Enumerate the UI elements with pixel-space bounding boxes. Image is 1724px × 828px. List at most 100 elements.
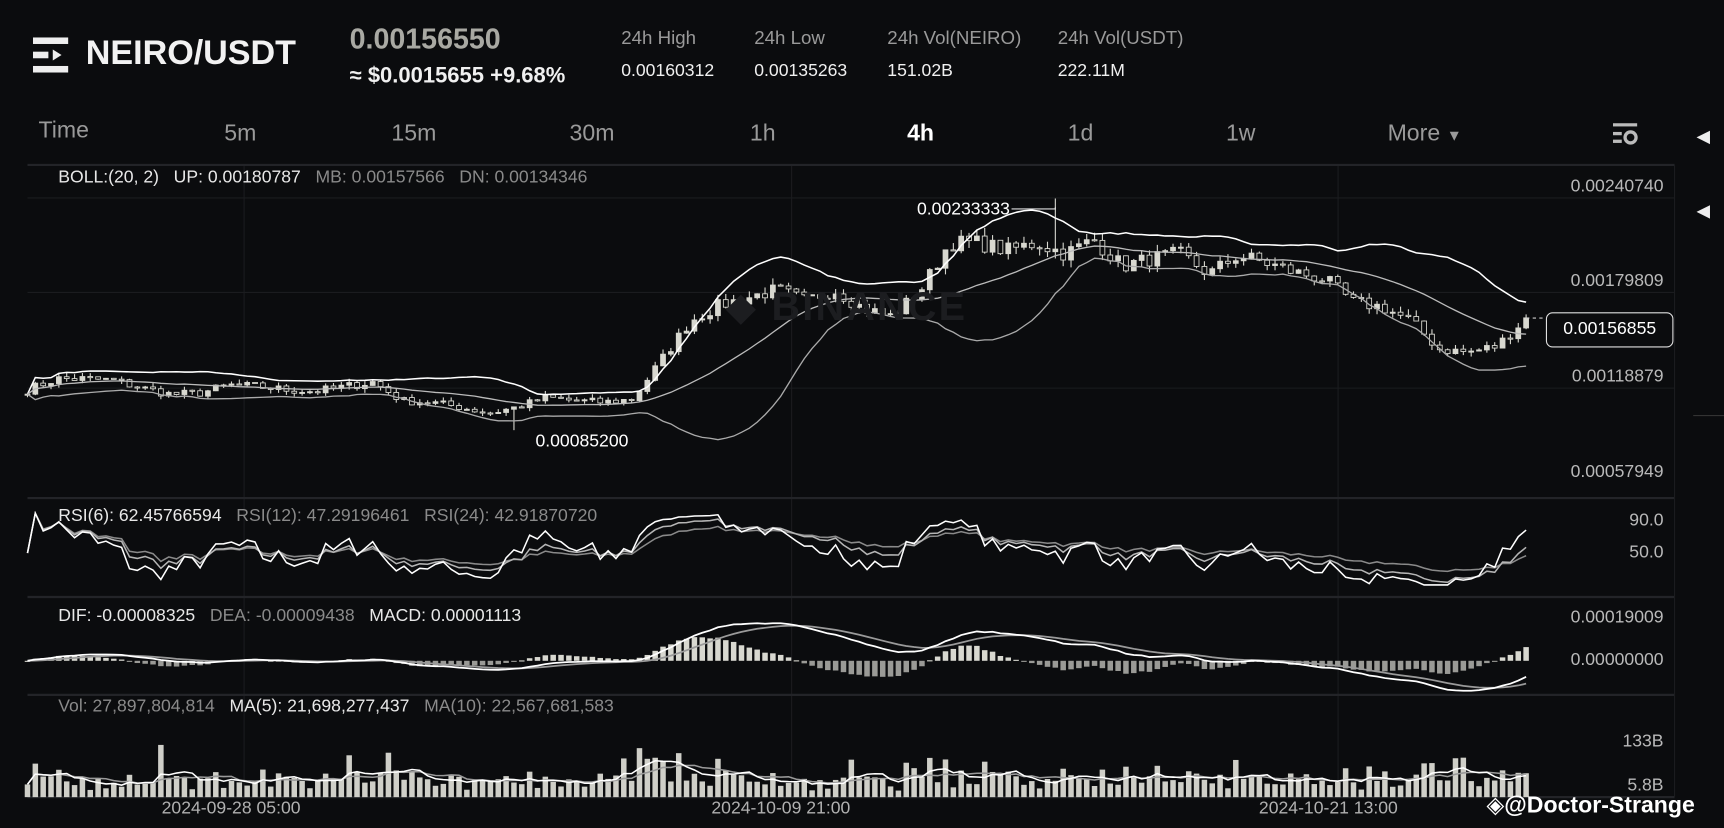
candle [989, 239, 996, 253]
macd-bar [550, 654, 556, 661]
volume-bar [1233, 759, 1239, 798]
macd-bar [1044, 660, 1051, 667]
tab-more[interactable]: More ▼ [1388, 121, 1462, 147]
menu-icon[interactable] [32, 37, 70, 78]
macd-bar [471, 660, 478, 666]
macd-bar [1389, 660, 1396, 671]
volume-bar [1060, 768, 1066, 798]
volume-bar [1327, 785, 1333, 798]
volume-bar [448, 774, 454, 798]
tab-1w[interactable]: 1w [1225, 120, 1256, 147]
volume-bar [683, 780, 690, 798]
macd-bar [675, 640, 682, 661]
volume-bar [966, 783, 972, 798]
volume-bar [456, 776, 462, 798]
macd-bar [879, 660, 886, 677]
candle [864, 303, 870, 314]
candle [981, 235, 988, 253]
candle [464, 408, 470, 411]
volume-bar [1515, 772, 1522, 798]
macd-bar [707, 638, 713, 661]
macd-bar [1484, 660, 1490, 664]
stat-vol-base-value: 151.02B [887, 61, 953, 81]
macd-bar [1146, 660, 1153, 672]
macd-bar [1397, 660, 1404, 671]
volume-bar [1201, 779, 1208, 798]
volume-bar [1005, 771, 1012, 798]
volume-bar [1146, 776, 1153, 798]
volume-bar [24, 784, 31, 798]
volume-bar [566, 779, 572, 798]
tab-5m[interactable]: 5m [224, 120, 257, 147]
volume-bar [1248, 774, 1255, 798]
macd-bar [1327, 660, 1333, 667]
macd-bar [1162, 660, 1168, 667]
tab-30m[interactable]: 30m [569, 120, 615, 147]
tab-15m[interactable]: 15m [391, 120, 437, 147]
stat-vol-quote-label: 24h Vol(USDT) [1057, 27, 1184, 49]
volume-bar [1484, 777, 1490, 798]
date-tick: 2024-09-28 05:00 [161, 799, 301, 819]
macd-tick: 0.00019009 [1570, 608, 1664, 627]
candle [511, 406, 517, 410]
pair-title[interactable]: NEIRO/USDT [85, 32, 296, 72]
candle [770, 284, 776, 299]
volume-bar [1123, 766, 1129, 798]
volume-bar [299, 780, 305, 798]
tab-1d[interactable]: 1d [1067, 120, 1094, 147]
volume-bar [228, 780, 235, 798]
low-annotation: 0.00085200 [535, 432, 629, 451]
volume-bar [283, 776, 290, 798]
date-tick: 2024-10-21 13:00 [1258, 799, 1398, 819]
candle [40, 382, 47, 387]
volume-bar [126, 774, 133, 798]
candle [173, 391, 180, 395]
volume-bar [715, 758, 721, 798]
rsi-tick: 50.0 [1629, 543, 1664, 562]
macd-bar [1013, 659, 1019, 661]
volume-bar [1319, 780, 1325, 798]
macd-bar [1233, 660, 1239, 666]
triangle-left-icon[interactable]: ◀ [1696, 127, 1711, 147]
volume-bar [1335, 782, 1341, 798]
volume-bar [1342, 768, 1349, 798]
tab-4h[interactable]: 4h [907, 120, 935, 147]
macd-bar [1052, 660, 1059, 668]
macd-bar [958, 645, 964, 661]
triangle-left-icon[interactable]: ◀ [1696, 202, 1711, 221]
volume-bar [660, 760, 666, 798]
volume-bar [385, 752, 392, 798]
candle [354, 382, 360, 390]
macd-bar [605, 658, 611, 661]
chart-settings-icon[interactable] [1612, 123, 1642, 153]
macd-bar [165, 660, 172, 667]
vol-ma10: MA(10): 22,567,681,583 [424, 697, 614, 716]
macd-bar [903, 660, 910, 673]
volume-bar [558, 786, 564, 798]
candle [1076, 243, 1082, 248]
candle [895, 313, 902, 316]
macd-tick: 0.00000000 [1570, 650, 1664, 670]
candle [1452, 348, 1459, 355]
macd-bar [1123, 660, 1129, 674]
candle [1397, 311, 1404, 316]
macd-bar [1131, 660, 1137, 674]
candle [1209, 268, 1216, 275]
tab-1h[interactable]: 1h [749, 120, 776, 147]
candle [518, 406, 525, 409]
volume-bar [330, 778, 337, 798]
candle [1272, 263, 1278, 266]
candle [730, 299, 737, 308]
candle [809, 294, 815, 297]
macd-bar [817, 660, 823, 669]
macd-bar [526, 658, 533, 661]
tab-time[interactable]: Time [38, 117, 89, 143]
volume-bar [934, 782, 941, 798]
volume-bar [495, 779, 502, 798]
volume-bar [1280, 784, 1286, 798]
candle [142, 386, 149, 389]
candle [542, 394, 549, 402]
macd-bar [1405, 660, 1412, 670]
volume-bar [362, 782, 368, 798]
